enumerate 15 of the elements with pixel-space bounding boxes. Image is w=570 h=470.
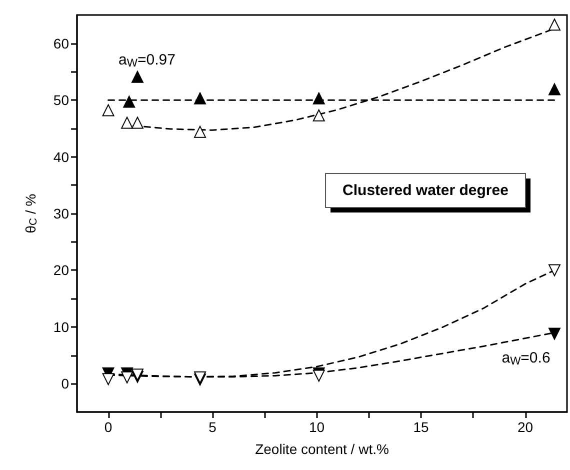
y-axis-title: θC / % <box>22 194 40 234</box>
y-tick-label: 10 <box>53 318 70 335</box>
y-tick-label: 0 <box>61 376 70 392</box>
x-axis-title: Zeolite content / wt.% <box>255 441 389 457</box>
x-tick-label: 20 <box>518 419 534 435</box>
y-tick-label: 60 <box>53 35 70 52</box>
y-tick-label: 30 <box>53 206 70 222</box>
x-tick-label: 15 <box>413 419 430 435</box>
x-tick-label: 5 <box>208 419 217 435</box>
y-tick-label: 20 <box>53 262 70 278</box>
annotation: Clustered water degree <box>342 182 508 199</box>
y-tick-label: 50 <box>53 92 70 108</box>
x-tick-label: 0 <box>104 419 112 435</box>
x-tick-label: 10 <box>309 419 325 435</box>
y-tick-label: 40 <box>53 148 70 165</box>
